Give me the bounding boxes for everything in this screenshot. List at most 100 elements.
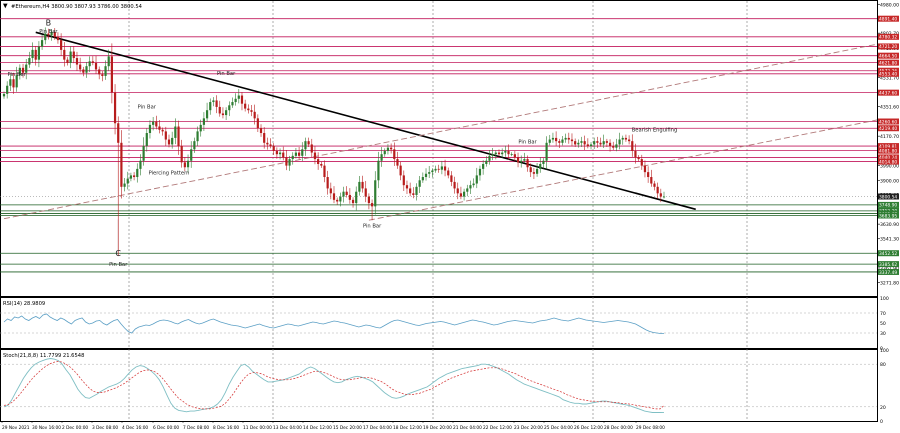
candle-body-169 <box>539 163 542 169</box>
price-tag-bg-21 <box>878 268 899 275</box>
time-tick-label-21: 29 Dec 08:00 <box>636 425 665 431</box>
price-tick-label-7: 4351.60 <box>880 105 899 111</box>
candle-body-161 <box>513 154 516 158</box>
candle-body-72 <box>231 102 234 106</box>
time-tick-label-0: 29 Nov 2021 <box>2 425 30 431</box>
candle-body-34 <box>110 56 113 93</box>
price-tag-bg-3 <box>878 52 899 59</box>
candle-body-194 <box>618 139 621 145</box>
candle-body-127 <box>405 185 409 189</box>
time-tick-label-9: 13 Dec 04:00 <box>273 425 302 431</box>
candle-body-117 <box>374 180 377 207</box>
candle-body-162 <box>516 157 520 163</box>
candle-body-92 <box>294 152 298 156</box>
candles-layer <box>2 27 666 257</box>
candle-body-47 <box>152 121 155 125</box>
time-tick-label-1: 30 Nov 16:00 <box>32 425 61 431</box>
rsi-tick-label-4: 0 <box>880 346 883 352</box>
candle-body-7 <box>25 64 28 73</box>
price-tag-12: 4040.24 <box>879 155 897 161</box>
time-tick-label-7: 8 Dec 16:00 <box>213 425 239 431</box>
candle-body-94 <box>301 149 304 156</box>
candle-body-32 <box>104 66 107 76</box>
annotation-3: Pin Bar <box>217 71 236 77</box>
candle-body-111 <box>355 191 358 204</box>
candle-body-171 <box>545 142 548 161</box>
candle-body-55 <box>177 126 180 147</box>
annotation-8: Bearish Engulfing <box>632 127 678 133</box>
candle-body-116 <box>370 203 374 207</box>
candle-body-27 <box>88 61 91 67</box>
annotation-7: Pin Bar <box>518 140 537 146</box>
candle-body-20 <box>66 59 69 63</box>
price-tag-bg-14 <box>878 193 899 200</box>
candle-body-30 <box>98 69 101 75</box>
candle-body-144 <box>459 193 463 197</box>
stoch-pane-frame <box>0 349 878 422</box>
time-tick-label-4: 4 Dec 16:00 <box>122 425 148 431</box>
candle-body-43 <box>139 160 142 169</box>
candle-body-10 <box>34 49 37 60</box>
price-tag-bg-13 <box>878 158 899 165</box>
candle-body-163 <box>520 160 523 163</box>
candle-body-193 <box>615 144 618 148</box>
candle-body-164 <box>523 159 526 161</box>
candle-body-80 <box>256 118 259 129</box>
candle-body-152 <box>485 160 488 164</box>
price-tag-1: 4780.32 <box>879 35 897 41</box>
candle-body-15 <box>50 31 53 36</box>
price-tag-7: 4437.60 <box>879 90 897 96</box>
candle-body-37 <box>120 142 123 187</box>
candle-body-204 <box>650 177 653 184</box>
candle-body-89 <box>285 157 288 166</box>
candle-body-120 <box>383 150 386 155</box>
candle-body-119 <box>380 154 383 161</box>
rsi-layer: 100 70 50 30 0 <box>0 296 889 352</box>
price-tag-2: 4721.20 <box>879 44 897 50</box>
candle-body-138 <box>440 166 443 170</box>
candle-body-99 <box>317 159 320 164</box>
price-tag-3: 4664.50 <box>879 53 897 59</box>
candle-body-98 <box>313 152 317 160</box>
candle-body-66 <box>212 100 215 103</box>
price-tag-10: 4109.81 <box>879 144 897 150</box>
time-tick-label-6: 7 Dec 08:00 <box>183 425 209 431</box>
candle-body-78 <box>250 110 253 112</box>
candle-body-21 <box>69 51 72 63</box>
annotation-9: C <box>115 249 121 258</box>
candle-body-38 <box>123 183 126 187</box>
annotation-1: Pin Bar <box>39 29 58 35</box>
candle-body-39 <box>126 178 129 184</box>
time-tick-label-2: 2 Dec 00:00 <box>62 425 88 431</box>
candle-body-86 <box>275 150 278 155</box>
annotations-layer: B Pin Bar Pin Bar Pin Bar Pin Bar Piercing Pa… <box>8 18 678 267</box>
rsi-pane-frame <box>0 297 878 349</box>
candle-body-1 <box>6 85 9 94</box>
price-tag-bg-2 <box>878 43 899 50</box>
candle-body-129 <box>412 193 415 195</box>
price-tag-bg-19 <box>878 250 899 257</box>
candle-body-197 <box>627 139 631 142</box>
candle-body-112 <box>358 181 361 192</box>
stoch-label: Stoch(21,8,8) 11.7799 21.6548 <box>3 353 84 359</box>
candle-body-6 <box>21 67 25 73</box>
time-tick-label-15: 21 Dec 04:00 <box>453 425 482 431</box>
price-tag-bg-6 <box>878 70 899 77</box>
rsi-label: RSI(14) 28.9809 <box>3 301 45 307</box>
menu-arrow-icon[interactable]: ▼ <box>3 3 8 10</box>
candle-body-153 <box>488 155 491 161</box>
candle-body-157 <box>501 152 504 155</box>
price-tag-11: 4081.80 <box>879 148 897 154</box>
annotation-6: Pin Bar <box>363 224 382 230</box>
candle-body-67 <box>215 100 218 107</box>
candle-body-155 <box>494 152 497 155</box>
candle-body-126 <box>402 175 405 186</box>
price-tags-layer: 4891.404780.324721.204664.504621.804572.… <box>878 15 899 276</box>
price-tick-label-9: 4170.70 <box>880 134 899 140</box>
candle-body-179 <box>570 139 574 142</box>
candle-body-177 <box>564 137 567 140</box>
candle-body-192 <box>612 146 615 148</box>
candle-body-124 <box>396 159 399 166</box>
